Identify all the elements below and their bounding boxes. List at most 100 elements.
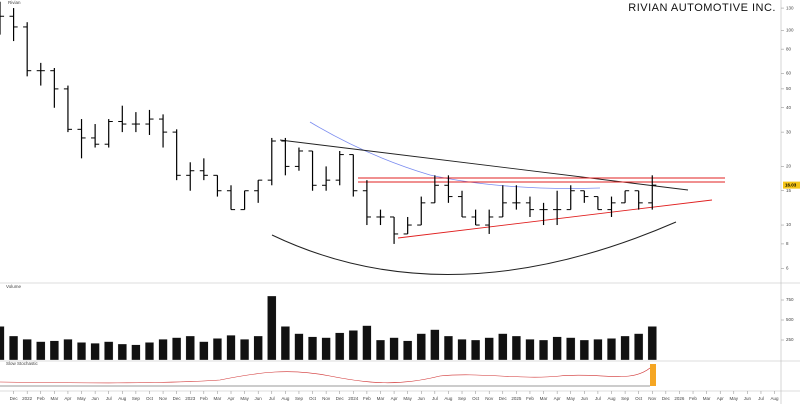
x-tick-label: Jul: [432, 396, 438, 401]
volume-bar: [172, 337, 182, 361]
x-tick-label: Apr: [554, 396, 562, 401]
y-tick-label: 60: [786, 71, 792, 76]
y-tick-label: 10: [786, 222, 792, 227]
volume-tick-label: 500: [786, 317, 794, 322]
x-tick-label: Feb: [363, 396, 371, 401]
volume-bar: [267, 295, 277, 361]
x-tick-label: 2022: [22, 396, 33, 401]
indicator-highlight: [650, 364, 656, 386]
volume-bar: [104, 341, 114, 361]
x-tick-label: Aug: [281, 396, 290, 401]
x-tick-label: May: [77, 396, 86, 401]
x-tick-label: Mar: [540, 396, 548, 401]
x-tick-label: Aug: [118, 396, 127, 401]
volume-bar: [511, 335, 521, 361]
x-tick-label: Nov: [322, 396, 331, 401]
volume-bar: [90, 343, 100, 361]
y-tick-label: 6: [786, 265, 789, 270]
volume-bar: [253, 335, 263, 361]
x-tick-label: Jun: [91, 396, 99, 401]
x-tick-label: 2025: [511, 396, 522, 401]
x-tick-label: Dec: [662, 396, 671, 401]
volume-bar: [131, 344, 141, 361]
volume-bar: [552, 336, 562, 361]
volume-bar: [199, 341, 209, 361]
volume-bar: [226, 335, 236, 361]
volume-bar: [77, 342, 87, 361]
volume-bar: [620, 335, 630, 361]
x-tick-label: May: [240, 396, 249, 401]
x-tick-label: Mar: [703, 396, 711, 401]
y-tick-label: 80: [786, 46, 792, 51]
x-tick-label: Apr: [64, 396, 72, 401]
x-tick-label: Dec: [173, 396, 182, 401]
x-tick-label: Mar: [50, 396, 58, 401]
last-price-label: 16.03: [785, 182, 797, 187]
rounding-bottom: [271, 221, 677, 275]
volume-bar: [566, 337, 576, 361]
volume-bar: [280, 326, 290, 361]
volume-bar: [389, 337, 399, 361]
volume-bar: [498, 333, 508, 361]
x-tick-label: Aug: [444, 396, 453, 401]
x-tick-label: Nov: [159, 396, 168, 401]
indicator-legend: Slow Stochastic: [6, 361, 39, 366]
x-tick-label: Apr: [228, 396, 236, 401]
volume-bar: [348, 330, 358, 361]
x-tick-label: Jun: [418, 396, 426, 401]
volume-bar: [294, 333, 304, 361]
x-tick-label: Apr: [717, 396, 725, 401]
volume-bar: [471, 339, 481, 361]
volume-bar: [22, 339, 32, 361]
x-tick-label: May: [403, 396, 412, 401]
indicator-line: [0, 367, 651, 384]
y-tick-label: 20: [786, 164, 792, 169]
y-tick-label: 15: [786, 188, 792, 193]
volume-bar: [144, 342, 154, 361]
x-tick-label: Jul: [595, 396, 601, 401]
volume-bar: [525, 339, 535, 361]
x-tick-label: Apr: [391, 396, 399, 401]
last-price-box: [783, 181, 800, 189]
x-tick-label: Feb: [37, 396, 45, 401]
x-tick-label: Feb: [689, 396, 697, 401]
x-tick-label: Mar: [214, 396, 222, 401]
x-tick-label: 2024: [348, 396, 359, 401]
volume-bar: [647, 326, 657, 361]
volume-bar: [63, 339, 73, 361]
x-tick-label: Jul: [106, 396, 112, 401]
x-tick-label: Sep: [458, 396, 467, 401]
volume-bar: [9, 335, 19, 361]
x-tick-label: Jun: [581, 396, 589, 401]
x-tick-label: Oct: [146, 396, 154, 401]
volume-bar: [117, 343, 127, 361]
x-tick-label: Dec: [499, 396, 508, 401]
volume-bar: [212, 338, 222, 361]
volume-bar: [457, 339, 467, 361]
volume-bar: [593, 339, 603, 361]
x-tick-label: May: [730, 396, 739, 401]
x-tick-label: Oct: [635, 396, 643, 401]
x-tick-label: Oct: [472, 396, 480, 401]
volume-tick-label: 750: [786, 297, 794, 302]
volume-bar: [634, 333, 644, 361]
volume-legend: Volume: [6, 284, 22, 289]
volume-bar: [0, 326, 5, 361]
volume-tick-label: 250: [786, 337, 794, 342]
x-tick-label: Aug: [771, 396, 780, 401]
y-tick-label: 130: [786, 5, 794, 10]
x-tick-label: Sep: [295, 396, 304, 401]
moving-average-annotation: [309, 121, 601, 189]
volume-bar: [375, 339, 385, 361]
volume-bar: [416, 333, 426, 361]
volume-bar: [158, 339, 168, 361]
volume-bar: [36, 341, 46, 361]
x-tick-label: 2023: [185, 396, 196, 401]
x-tick-label: Mar: [377, 396, 385, 401]
x-tick-label: Sep: [621, 396, 630, 401]
volume-bar: [240, 339, 250, 361]
volume-bar: [606, 338, 616, 361]
x-tick-label: May: [566, 396, 575, 401]
